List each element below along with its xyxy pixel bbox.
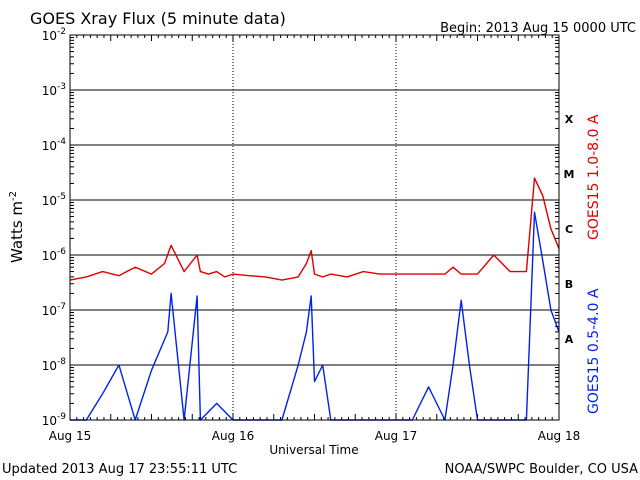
begin-time: Begin: 2013 Aug 15 0000 UTC xyxy=(440,21,636,36)
flare-class-a: A xyxy=(565,333,574,346)
y-tick-label: 10-7 xyxy=(42,302,66,318)
y-tick-label: 10-9 xyxy=(42,412,67,428)
x-tick-label: Aug 16 xyxy=(212,429,255,443)
y-tick-mantissa: 10 xyxy=(42,29,57,43)
y-tick-mantissa: 10 xyxy=(42,304,57,318)
y-tick-label: 10-6 xyxy=(42,247,67,263)
plot-frame xyxy=(69,34,560,421)
y-tick-exponent: -3 xyxy=(57,82,66,92)
x-tick-labels: Aug 15 Aug 16 Aug 17 Aug 18 xyxy=(49,429,581,443)
x-tick-label: Aug 18 xyxy=(538,429,581,443)
flare-class-c: C xyxy=(565,223,573,236)
series-short-channel xyxy=(70,211,560,421)
chart-title: GOES Xray Flux (5 minute data) xyxy=(30,9,286,28)
y-tick-label: 10-4 xyxy=(42,137,67,153)
flare-class-labels: A B C M X xyxy=(564,113,575,346)
y-axis-label-main: Watts m xyxy=(8,201,26,263)
y-tick-labels: 10-910-810-710-610-510-410-310-2 xyxy=(42,27,67,428)
y-tick-mantissa: 10 xyxy=(42,194,57,208)
series-long-channel xyxy=(69,177,560,281)
x-axis-label: Universal Time xyxy=(269,443,358,457)
legend-short-channel: GOES15 0.5-4.0 A xyxy=(586,288,602,414)
y-tick-exponent: -5 xyxy=(57,192,66,202)
y-tick-exponent: -4 xyxy=(57,137,66,147)
credit-text: NOAA/SWPC Boulder, CO USA xyxy=(445,462,638,477)
flare-class-b: B xyxy=(565,278,573,291)
y-tick-mantissa: 10 xyxy=(42,414,57,428)
y-tick-exponent: -6 xyxy=(57,247,66,257)
y-tick-mantissa: 10 xyxy=(42,249,57,263)
x-tick-label: Aug 17 xyxy=(375,429,418,443)
y-tick-label: 10-8 xyxy=(42,357,67,373)
y-axis-label-exp: -2 xyxy=(8,191,19,201)
y-axis-label: Watts m-2 xyxy=(8,191,26,263)
y-tick-mantissa: 10 xyxy=(42,359,57,373)
flare-class-m: M xyxy=(564,168,575,181)
y-tick-label: 10-5 xyxy=(42,192,66,208)
y-tick-exponent: -9 xyxy=(57,412,66,422)
y-tick-mantissa: 10 xyxy=(42,84,57,98)
x-tick-label: Aug 15 xyxy=(49,429,92,443)
flare-class-x: X xyxy=(565,113,574,126)
y-tick-exponent: -2 xyxy=(57,27,66,37)
y-tick-label: 10-2 xyxy=(42,27,66,43)
axis-ticks xyxy=(69,35,560,420)
y-tick-label: 10-3 xyxy=(42,82,66,98)
y-tick-exponent: -7 xyxy=(57,302,66,312)
y-tick-mantissa: 10 xyxy=(42,139,57,153)
updated-timestamp: Updated 2013 Aug 17 23:55:11 UTC xyxy=(2,462,237,477)
grid-lines xyxy=(70,35,559,420)
y-tick-exponent: -8 xyxy=(57,357,66,367)
legend-long-channel: GOES15 1.0-8.0 A xyxy=(586,114,602,240)
data-series xyxy=(69,177,560,421)
